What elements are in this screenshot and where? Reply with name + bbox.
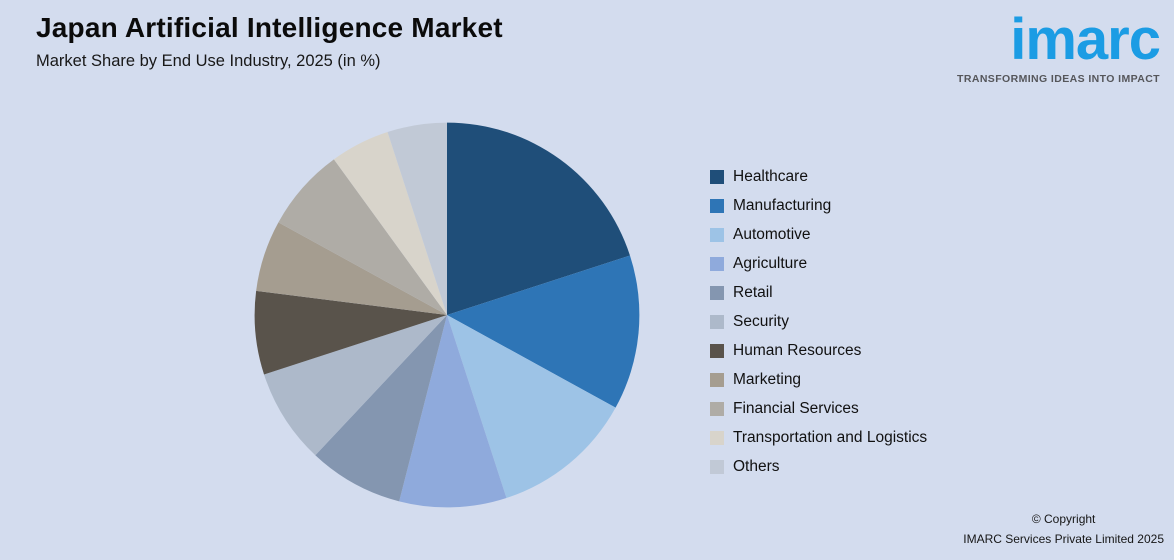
pie-slice-manufacturing xyxy=(447,255,640,408)
legend-swatch xyxy=(710,198,724,213)
legend-label: Financial Services xyxy=(733,399,859,417)
legend-item-security: Security xyxy=(710,307,927,336)
legend-label: Manufacturing xyxy=(733,196,832,214)
pie-slice-financial-services xyxy=(278,159,447,315)
legend-item-others: Others xyxy=(710,452,927,481)
legend-swatch xyxy=(710,401,724,416)
pie-slice-marketing xyxy=(256,222,447,315)
page-title: Japan Artificial Intelligence Market xyxy=(36,12,503,43)
pie-chart xyxy=(245,113,649,517)
legend-label: Marketing xyxy=(733,370,802,388)
legend: Healthcare Manufacturing Automotive Agricul… xyxy=(710,162,927,481)
legend-item-transportation-and-logistics: Transportation and Logistics xyxy=(710,423,927,452)
pie-slice-healthcare xyxy=(447,122,630,315)
copyright-line1: © Copyright xyxy=(1031,512,1096,527)
legend-item-manufacturing: Manufacturing xyxy=(710,191,927,220)
pie-slice-agriculture xyxy=(399,315,507,508)
legend-swatch xyxy=(710,285,724,300)
legend-label: Automotive xyxy=(733,225,811,243)
pie-slice-human-resources xyxy=(254,290,447,375)
legend-swatch xyxy=(710,256,724,271)
pie-slice-automotive xyxy=(447,315,616,498)
legend-swatch xyxy=(710,343,724,358)
legend-label: Transportation and Logistics xyxy=(733,428,928,446)
legend-swatch xyxy=(710,314,724,329)
legend-label: Human Resources xyxy=(733,341,862,359)
legend-swatch xyxy=(710,169,724,184)
legend-item-healthcare: Healthcare xyxy=(710,162,927,191)
legend-label: Healthcare xyxy=(733,167,808,185)
pie-slice-transportation-and-logistics xyxy=(333,132,447,315)
imarc-logo-tagline: TRANSFORMING IDEAS INTO IMPACT xyxy=(957,72,1160,85)
pie-chart-svg xyxy=(254,122,640,508)
legend-item-agriculture: Agriculture xyxy=(710,249,927,278)
pie-slice-security xyxy=(264,315,447,456)
legend-label: Retail xyxy=(733,283,773,301)
legend-label: Agriculture xyxy=(733,254,808,272)
page-subtitle: Market Share by End Use Industry, 2025 (… xyxy=(36,52,381,70)
copyright-line2: IMARC Services Private Limited 2025 xyxy=(963,532,1164,547)
legend-label: Security xyxy=(733,312,789,330)
legend-item-marketing: Marketing xyxy=(710,365,927,394)
legend-swatch xyxy=(710,430,724,445)
legend-swatch xyxy=(710,372,724,387)
legend-item-financial-services: Financial Services xyxy=(710,394,927,423)
legend-item-automotive: Automotive xyxy=(710,220,927,249)
copyright-notice: © Copyright IMARC Services Private Limit… xyxy=(963,510,1164,550)
imarc-logo-text: imarc xyxy=(1010,7,1161,72)
legend-item-retail: Retail xyxy=(710,278,927,307)
legend-swatch xyxy=(710,227,724,242)
pie-slice-retail xyxy=(315,315,447,502)
imarc-logo: imarc TRANSFORMING IDEAS INTO IMPACT xyxy=(957,4,1161,85)
legend-swatch xyxy=(710,459,724,474)
pie-slice-others xyxy=(387,122,447,315)
legend-label: Others xyxy=(733,457,780,475)
legend-item-human-resources: Human Resources xyxy=(710,336,927,365)
